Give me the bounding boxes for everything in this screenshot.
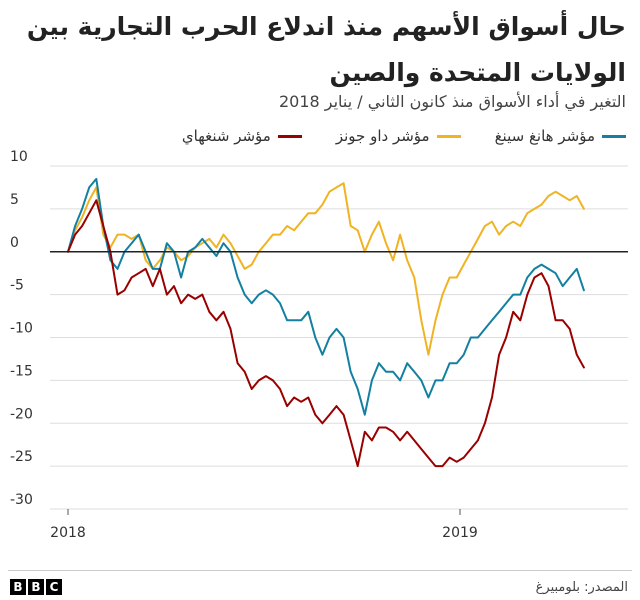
bbc-logo-letter-b2: B [28,579,44,595]
footer-divider [8,570,632,571]
chart-footer: B B C المصدر: بلومبيرغ [0,570,640,600]
series-layer [67,177,585,468]
legend-swatch-shanghai [277,134,302,138]
y-tick-label: -15 [10,363,33,379]
legend-label-shanghai: مؤشر شنغهاي [181,127,271,145]
y-tick-label: 10 [10,150,28,165]
y-tick-label: 0 [10,235,19,251]
bbc-logo-letter-b1: B [10,579,26,595]
series-line-dow-jones [67,182,585,356]
y-tick-label: 5 [10,192,19,208]
grid-layer [50,165,628,510]
x-tick-label: 2018 [50,525,86,541]
chart-subtitle: التغير في أداء الأسواق منذ كانون الثاني … [278,92,626,111]
bbc-logo: B B C [10,579,62,595]
chart-legend: مؤشر شنغهاي مؤشر داو جونز مؤشر هانغ سينغ [182,124,626,148]
chart-title: حال أسواق الأسهم منذ اندلاع الحرب التجار… [26,12,626,87]
x-tick-label: 2019 [442,525,478,541]
legend-swatch-dow-jones [436,134,461,138]
y-tick-label: -25 [10,449,33,465]
legend-item-dow-jones: مؤشر داو جونز [336,127,461,145]
y-tick-label: -5 [10,278,24,294]
bbc-logo-letter-c: C [46,579,62,595]
y-tick-label: -10 [10,321,33,337]
y-tick-label: -20 [10,406,33,422]
line-chart: 10 5 0 -5 -10 -15 -20 -25 -30 2018 2019 [10,150,628,541]
legend-item-hang-seng: مؤشر هانغ سينغ [495,127,626,145]
legend-item-shanghai: مؤشر شنغهاي [182,127,302,145]
series-line-shanghai [67,199,585,468]
series-line-hang-seng [67,177,585,416]
legend-swatch-hang-seng [602,134,626,138]
source-note: المصدر: بلومبيرغ [535,580,628,595]
axis-layer: 10 5 0 -5 -10 -15 -20 -25 -30 2018 2019 [10,150,628,541]
legend-label-dow-jones: مؤشر داو جونز [335,127,430,145]
legend-label-hang-seng: مؤشر هانغ سينغ [494,127,595,145]
y-tick-label: -30 [10,492,33,508]
